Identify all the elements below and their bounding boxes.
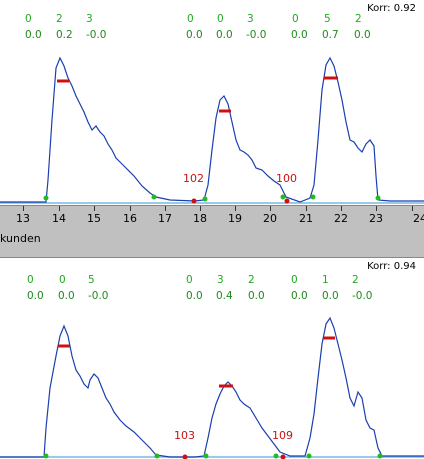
group-value: 1: [322, 274, 329, 286]
group-value: 0.0: [248, 290, 265, 302]
boundary-dot: [375, 195, 381, 201]
trace-plot-1: [0, 56, 424, 204]
ruler-tick: [306, 206, 307, 211]
trace-line-1: [0, 56, 424, 203]
group-value: 0.0: [291, 290, 308, 302]
ruler-tick-label: 14: [52, 212, 66, 225]
group-value: 0: [59, 274, 66, 286]
group-value: 5: [324, 13, 331, 25]
gap-label: 103: [174, 429, 195, 442]
group-value: 0: [217, 13, 224, 25]
group-value: 2: [56, 13, 63, 25]
ruler-tick: [165, 206, 166, 211]
group-value: -0.0: [246, 29, 267, 41]
boundary-dot: [202, 196, 208, 202]
ruler-tick-label: 20: [263, 212, 277, 225]
ruler-tick-label: 17: [158, 212, 172, 225]
group-value: 3: [247, 13, 254, 25]
group-value: 2: [352, 274, 359, 286]
gap-dot: [191, 198, 197, 204]
boundary-dot: [280, 194, 286, 200]
boundary-dot: [151, 194, 157, 200]
group-value: 2: [248, 274, 255, 286]
group-value: -0.0: [88, 290, 109, 302]
ruler-tick-label: 13: [16, 212, 30, 225]
ruler-tick: [412, 206, 413, 211]
gap-label: 109: [272, 429, 293, 442]
boundary-dot: [306, 453, 312, 459]
ruler-tick-label: 18: [193, 212, 207, 225]
boundary-dot: [310, 194, 316, 200]
group-value: 0.0: [25, 29, 42, 41]
group-value: 0.0: [354, 29, 371, 41]
ruler-tick: [23, 206, 24, 211]
group-value: 0.2: [56, 29, 73, 41]
ruler-tick: [130, 206, 131, 211]
group-value: 0.7: [322, 29, 339, 41]
ruler-tick-label: 24: [413, 212, 424, 225]
ruler-tick-label: 23: [369, 212, 383, 225]
group-value: 0.0: [27, 290, 44, 302]
ruler-tick: [376, 206, 377, 211]
group-value: -0.0: [352, 290, 373, 302]
ruler-tick: [94, 206, 95, 211]
correlation-value: Korr: 0.94: [367, 261, 416, 272]
group-value: 5: [88, 274, 95, 286]
correlation-panel-1: Korr: 0.92 0 2 3 0.0 0.2 -0.0 0 0 3 0.0 …: [0, 0, 424, 205]
boundary-dot: [154, 453, 160, 459]
correlation-value: Korr: 0.92: [367, 3, 416, 14]
group-value: 0.0: [291, 29, 308, 41]
boundary-dot: [43, 195, 49, 201]
group-value: 0.0: [186, 290, 203, 302]
group-value: 2: [355, 13, 362, 25]
axis-caption: kunden: [0, 232, 41, 245]
correlation-panel-2: Korr: 0.94 0 0 5 0.0 0.0 -0.0 0 3 2 0.0 …: [0, 258, 424, 459]
group-value: 3: [217, 274, 224, 286]
group-value: 0: [27, 274, 34, 286]
boundary-dot: [273, 453, 279, 459]
group-value: 0: [187, 13, 194, 25]
group-value: 0.0: [216, 29, 233, 41]
gap-label: 100: [276, 172, 297, 185]
ruler-tick: [200, 206, 201, 211]
group-value: 0: [25, 13, 32, 25]
ruler-tick-label: 22: [334, 212, 348, 225]
gap-dot: [280, 454, 286, 459]
group-value: 0.0: [58, 290, 75, 302]
group-value: 0: [291, 274, 298, 286]
boundary-dot: [377, 453, 383, 459]
group-value: -0.0: [86, 29, 107, 41]
group-value: 0: [186, 274, 193, 286]
group-value: 0: [292, 13, 299, 25]
group-value: 0.0: [186, 29, 203, 41]
trace-line-2: [0, 316, 424, 458]
ruler-tick: [59, 206, 60, 211]
ruler-tick: [235, 206, 236, 211]
boundary-dot: [203, 453, 209, 459]
ruler-tick: [341, 206, 342, 211]
ruler-tick-label: 15: [87, 212, 101, 225]
trace-plot-2: [0, 316, 424, 459]
ruler-tick: [270, 206, 271, 211]
ruler-tick-label: 21: [299, 212, 313, 225]
group-value: 3: [86, 13, 93, 25]
ruler-tick-label: 19: [228, 212, 242, 225]
boundary-dot: [43, 453, 49, 459]
group-value: 0.4: [216, 290, 233, 302]
group-value: 0.0: [322, 290, 339, 302]
gap-dot: [182, 454, 188, 459]
gap-dot: [284, 198, 290, 204]
time-ruler[interactable]: 13 14 15 16 17 18 19 20 21 22 23 24 kund…: [0, 205, 424, 258]
ruler-tick-label: 16: [123, 212, 137, 225]
gap-label: 102: [183, 172, 204, 185]
